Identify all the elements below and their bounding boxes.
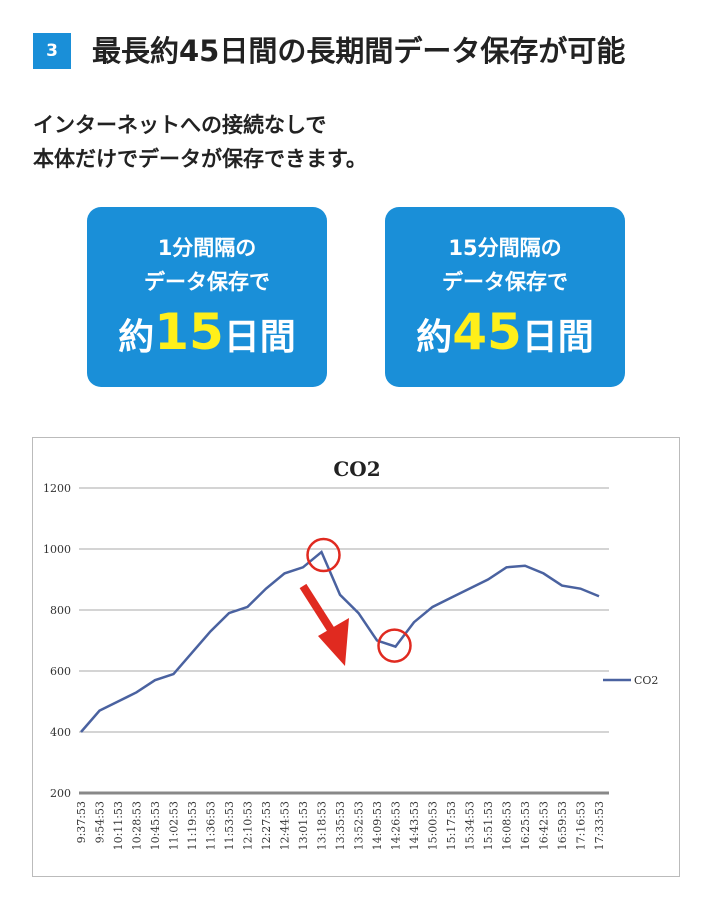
x-tick-label: 17:33:53 — [593, 801, 606, 850]
x-tick-label: 12:27:53 — [260, 801, 273, 850]
x-tick-label: 14:43:53 — [408, 801, 421, 850]
x-tick-label: 10:28:53 — [131, 801, 144, 850]
y-tick-label: 400 — [50, 726, 71, 739]
x-tick-label: 10:11:53 — [112, 801, 125, 850]
x-tick-label: 15:17:53 — [445, 801, 458, 850]
x-tick-label: 13:01:53 — [297, 801, 310, 850]
x-tick-label: 9:37:53 — [75, 801, 88, 843]
x-tick-label: 15:51:53 — [482, 801, 495, 850]
x-tick-label: 13:35:53 — [334, 801, 347, 850]
intro-line-1: インターネットへの接続なしで — [33, 113, 327, 137]
x-tick-label: 17:16:53 — [575, 801, 588, 850]
x-tick-label: 16:08:53 — [501, 801, 514, 850]
storage-box-15min: 15分間隔の データ保存で 約45日間 — [385, 207, 625, 387]
legend-label: CO2 — [634, 674, 658, 687]
chart-title: CO2 — [333, 457, 380, 481]
co2-chart: CO2 200 400 600 800 1000 1200 9:37:53 9:54:53 10… — [32, 437, 680, 877]
intro-text: インターネットへの接続なしで 本体だけでデータが保存できます。 — [33, 108, 367, 176]
x-tick-label: 16:42:53 — [538, 801, 551, 850]
x-tick-label: 15:00:53 — [427, 801, 440, 850]
box-duration: 約15日間 — [87, 303, 327, 361]
box-caption: データ保存で — [442, 270, 568, 294]
trough-circle — [377, 628, 412, 663]
section-number-badge: 3 — [33, 33, 71, 69]
x-tick-label: 9:54:53 — [94, 801, 107, 843]
box-interval: 1分間隔の — [157, 236, 257, 260]
x-tick-label: 10:45:53 — [149, 801, 162, 850]
box-interval: 15分間隔の — [448, 236, 562, 260]
x-tick-label: 11:53:53 — [223, 801, 236, 850]
chart-svg: CO2 200 400 600 800 1000 1200 9:37:53 9:54:53 10… — [43, 457, 658, 850]
duration-number: 45 — [452, 303, 522, 361]
y-tick-label: 800 — [50, 604, 71, 617]
box-duration: 約45日間 — [385, 303, 625, 361]
x-tick-label: 14:09:53 — [371, 801, 384, 850]
x-tick-label: 13:52:53 — [353, 801, 366, 850]
x-tick-label: 16:59:53 — [556, 801, 569, 850]
x-tick-label: 14:26:53 — [390, 801, 403, 850]
co2-series-line — [80, 550, 600, 733]
box-caption: データ保存で — [144, 270, 270, 294]
intro-line-2: 本体だけでデータが保存できます。 — [33, 147, 367, 171]
storage-box-1min: 1分間隔の データ保存で 約15日間 — [87, 207, 327, 387]
x-tick-label: 16:25:53 — [519, 801, 532, 850]
peak-circle — [306, 537, 341, 573]
down-arrow-head — [318, 618, 349, 666]
y-tick-label: 600 — [50, 665, 71, 678]
x-tick-label: 15:34:53 — [464, 801, 477, 850]
duration-prefix: 約 — [118, 317, 155, 358]
duration-suffix: 日間 — [223, 317, 296, 358]
x-tick-label: 11:02:53 — [168, 801, 181, 850]
down-arrow-shaft — [299, 583, 337, 636]
x-tick-label: 13:18:53 — [316, 801, 329, 850]
y-tick-label: 1000 — [43, 543, 71, 556]
x-tick-label: 11:19:53 — [186, 801, 199, 850]
duration-number: 15 — [154, 303, 224, 361]
y-tick-label: 200 — [50, 787, 71, 800]
section-title: 最長約45日間の長期間データ保存が可能 — [92, 34, 626, 68]
x-tick-label: 12:44:53 — [279, 801, 292, 850]
x-tick-label: 11:36:53 — [205, 801, 218, 850]
y-tick-label: 1200 — [43, 482, 71, 495]
duration-suffix: 日間 — [521, 317, 594, 358]
duration-prefix: 約 — [416, 317, 453, 358]
x-tick-label: 12:10:53 — [242, 801, 255, 850]
